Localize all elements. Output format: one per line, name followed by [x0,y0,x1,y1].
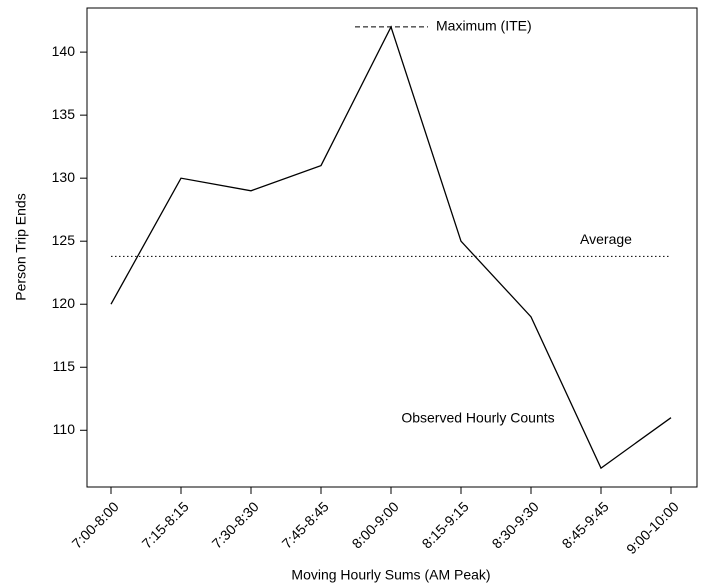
x-tick-label: 7:45-8:45 [279,498,332,551]
y-axis-title: Person Trip Ends [13,193,29,300]
y-tick-label: 140 [52,43,76,59]
x-tick-label: 7:00-8:00 [69,498,122,551]
x-axis-title: Moving Hourly Sums (AM Peak) [291,567,490,583]
average-label: Average [580,231,632,247]
data-line [110,25,672,470]
x-tick-label: 8:00-9:00 [349,498,402,551]
y-tick-label: 125 [52,232,76,248]
y-tick-label: 110 [53,421,76,437]
x-tick-label: 8:15-9:15 [419,498,472,551]
x-tick-label: 7:30-8:30 [209,498,262,551]
y-tick-label: 135 [52,106,76,122]
maximum-label: Maximum (ITE) [436,18,532,34]
series-annotation: Observed Hourly Counts [401,410,554,426]
x-tick-label: 8:45-9:45 [559,498,612,551]
plot-frame [86,7,698,488]
x-tick-label: 8:30-9:30 [489,498,542,551]
y-tick-label: 115 [53,358,76,374]
x-tick-label: 9:00-10:00 [623,498,682,557]
y-tick-label: 130 [52,169,76,185]
y-tick-label: 120 [52,295,76,311]
x-tick-label: 7:15-8:15 [139,498,192,551]
